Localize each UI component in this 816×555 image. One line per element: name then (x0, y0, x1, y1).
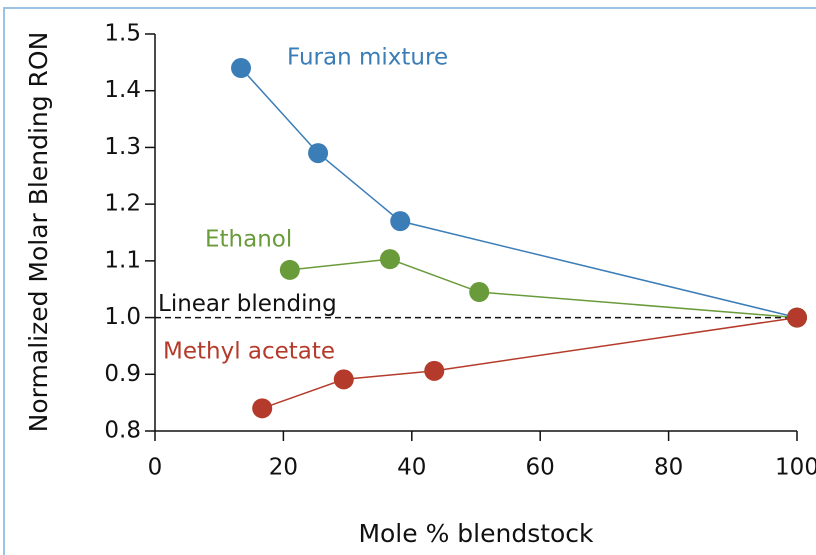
x-tick-label: 60 (526, 455, 555, 481)
data-point (308, 143, 329, 164)
y-tick-label: 1.1 (104, 247, 141, 273)
x-tick-label: 100 (775, 455, 816, 481)
data-point (379, 249, 400, 270)
reference-label: Linear blending (158, 291, 337, 317)
data-point (424, 360, 445, 381)
series-label: Methyl acetate (163, 339, 335, 365)
data-point (390, 211, 411, 232)
series-line (289, 258, 798, 319)
data-point (469, 282, 490, 303)
x-tick-label: 40 (397, 455, 426, 481)
series-label: Ethanol (205, 227, 292, 253)
x-axis-label: Mole % blendstock (358, 519, 594, 548)
series-line (240, 67, 798, 319)
data-point (787, 307, 807, 328)
x-tick-label: 0 (148, 455, 163, 481)
y-tick-label: 0.8 (104, 418, 141, 444)
y-tick-label: 1.2 (104, 191, 141, 217)
data-point (333, 369, 354, 390)
y-tick-label: 1.4 (104, 77, 141, 103)
y-tick-label: 1.3 (104, 134, 141, 160)
series-line (261, 316, 798, 410)
x-tick-label: 20 (269, 455, 298, 481)
data-point (231, 58, 252, 79)
y-tick-label: 1.0 (104, 304, 141, 330)
y-axis-label: Normalized Molar Blending RON (24, 32, 53, 433)
data-point (279, 259, 300, 280)
frame (3, 7, 816, 555)
y-tick-label: 0.9 (104, 361, 141, 387)
x-tick-label: 80 (654, 455, 683, 481)
y-tick-label: 1.5 (104, 21, 141, 47)
series-label: Furan mixture (287, 45, 448, 71)
data-point (252, 398, 273, 419)
